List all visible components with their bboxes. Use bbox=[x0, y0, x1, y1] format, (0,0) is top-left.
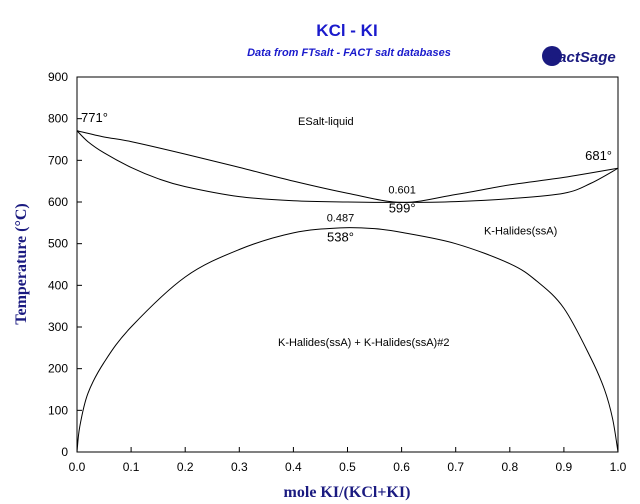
x-tick-label: 0.7 bbox=[447, 460, 464, 474]
x-tick-label: 0.8 bbox=[501, 460, 518, 474]
phase-region-labels: ESalt-liquid K-Halides(ssA) K-Halides(ssA)… bbox=[278, 116, 557, 349]
region-label: K-Halides(ssA) bbox=[484, 226, 557, 238]
x-axis-label: mole KI/(KCl+KI) bbox=[284, 484, 411, 501]
logo-text: FactSage bbox=[549, 49, 616, 66]
x-axis-ticks: 0.0 0.1 0.2 0.3 0.4 0.5 0.6 0.7 0.8 0.9 1.0 bbox=[69, 447, 627, 474]
point-annotation: 599° bbox=[389, 200, 416, 215]
y-tick-label: 0 bbox=[61, 445, 68, 459]
x-tick-label: 0.4 bbox=[285, 460, 302, 474]
liquidus-curve bbox=[76, 130, 619, 203]
x-tick-label: 0.9 bbox=[556, 460, 573, 474]
y-axis-label: Temperature (°C) bbox=[13, 203, 30, 324]
point-annotation: 0.601 bbox=[388, 184, 416, 196]
chart-subtitle: Data from FTsalt - FACT salt databases bbox=[247, 47, 451, 59]
point-annotation: 681° bbox=[585, 148, 612, 163]
y-tick-label: 200 bbox=[48, 362, 68, 376]
x-tick-label: 0.0 bbox=[69, 460, 86, 474]
x-tick-label: 0.1 bbox=[123, 460, 140, 474]
region-label: K-Halides(ssA) + K-Halides(ssA)#2 bbox=[278, 337, 449, 349]
y-tick-label: 100 bbox=[48, 403, 68, 417]
y-tick-label: 400 bbox=[48, 278, 68, 292]
point-annotation: 538° bbox=[327, 230, 354, 245]
y-tick-label: 600 bbox=[48, 195, 68, 209]
region-label: ESalt-liquid bbox=[298, 116, 354, 128]
point-annotation: 771° bbox=[81, 110, 108, 125]
y-tick-label: 300 bbox=[48, 320, 68, 334]
x-tick-label: 1.0 bbox=[610, 460, 627, 474]
miscibility-gap-curve bbox=[76, 227, 619, 453]
y-axis-ticks: 0 100 200 300 400 500 600 700 800 900 bbox=[48, 70, 82, 459]
phase-boundaries bbox=[76, 130, 619, 453]
x-tick-label: 0.6 bbox=[393, 460, 410, 474]
x-tick-label: 0.5 bbox=[339, 460, 356, 474]
point-annotation: 0.487 bbox=[327, 213, 355, 225]
x-tick-label: 0.3 bbox=[231, 460, 248, 474]
y-tick-label: 900 bbox=[48, 70, 68, 84]
solidus-curve bbox=[76, 130, 619, 203]
y-tick-label: 700 bbox=[48, 153, 68, 167]
y-tick-label: 800 bbox=[48, 112, 68, 126]
point-annotations: 0.601 599° 0.487 538° 771° 681° bbox=[81, 110, 612, 245]
factsage-logo: FactSage bbox=[542, 46, 616, 66]
y-tick-label: 500 bbox=[48, 237, 68, 251]
plot-frame bbox=[76, 76, 619, 453]
logo-emblem-icon bbox=[542, 46, 562, 66]
chart-title: KCl - KI bbox=[316, 21, 377, 40]
x-tick-label: 0.2 bbox=[177, 460, 194, 474]
